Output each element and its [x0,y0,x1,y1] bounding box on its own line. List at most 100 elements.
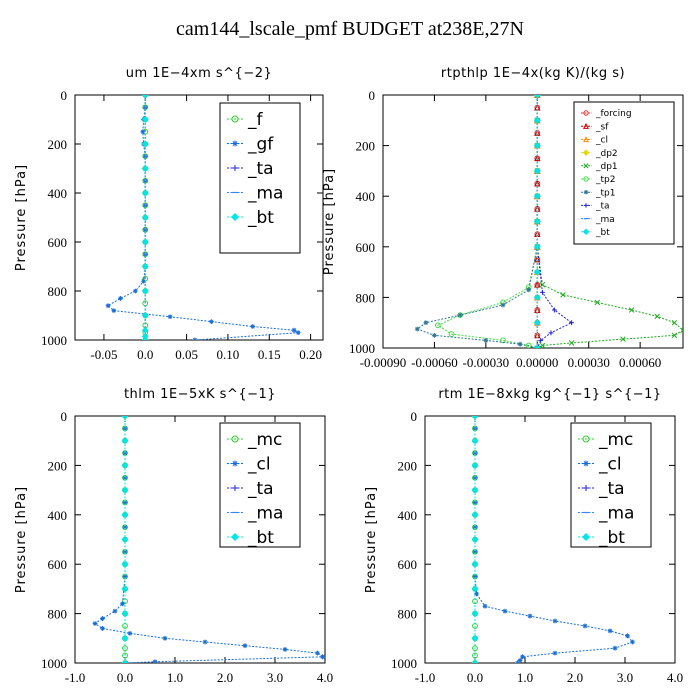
legend-box [219,102,301,254]
data-point [671,332,678,339]
x-tick-label: 1.0 [517,670,533,685]
x-tick-label: -0.00090 [360,355,407,370]
x-tick-label: 4.0 [667,670,683,685]
data-point [527,613,533,619]
x-tick-label: -1.0 [65,670,86,685]
data-point [315,650,320,656]
legend-marker [582,228,590,236]
legend-box [570,422,652,548]
data-point [122,549,128,555]
legend-label: _tp2 [595,175,615,185]
data-point [471,634,479,642]
data-point [552,618,558,624]
data-point [141,238,149,246]
data-point [517,341,523,347]
legend: _mc _cl _ta _ma _bt [219,422,301,548]
data-point [141,95,149,99]
chart-title: thlm 1E−5xK s^{−1} [124,387,276,402]
data-point [152,659,158,663]
series-line-gf [107,95,300,340]
data-point [471,486,479,494]
legend-label: _ta [247,159,274,179]
data-point [127,630,133,636]
data-point [471,511,479,519]
legend-label: _forcing [595,109,632,119]
y-tick-label: 600 [48,235,68,250]
chart-title: um 1E−4xm s^{−2} [126,66,273,81]
legend: _f _gf _ta _ma _bt [219,102,301,254]
data-point [100,626,105,631]
data-point [414,326,420,332]
x-tick-label: 0.05 [175,347,198,362]
y-tick-label: 0 [61,409,68,424]
x-tick-label: -1.0 [415,670,436,685]
legend-label: _f [247,110,264,130]
plot-frame [74,94,324,341]
data-point [112,608,118,614]
legend-marker [230,212,240,222]
data-point [121,536,129,543]
data-point [121,634,129,642]
data-point [457,312,463,318]
legend-label: _cl [595,136,608,146]
legend-label: _mc [598,430,633,450]
data-point [533,268,541,276]
data-point [533,95,541,99]
chart-title: rtpthlp 1E−4x(kg K)/(kg s) [441,66,625,81]
data-point [534,281,541,288]
data-point [192,337,198,340]
y-tick-label: 200 [48,458,68,473]
chart-panel-2: rtpthlp 1E−4x(kg K)/(kg s) Pressure [hPa]… [322,66,684,370]
data-point [568,340,575,346]
data-point [471,585,479,593]
data-point [482,603,488,609]
data-point [539,281,546,288]
data-point [520,654,525,660]
chart-panel-1: um 1E−4xm s^{−2} Pressure [hPa] 0 200 400 600… [14,66,324,362]
y-tick-label: 800 [48,607,68,622]
y-tick-label: 1000 [41,333,67,348]
data-point [209,319,214,325]
data-point [448,331,455,337]
data-point [320,654,325,660]
legend-marker [232,140,238,147]
data-point [472,450,478,456]
data-point [612,645,618,651]
x-tick-label: 2.0 [567,670,583,685]
data-point [471,461,479,469]
y-tick-label: 600 [48,557,68,572]
data-point [295,330,301,336]
data-point [533,167,541,175]
legend-label: _gf [247,134,274,154]
legend-box [573,101,675,245]
y-tick-label: 400 [48,508,68,523]
data-point [471,536,479,543]
data-point [538,338,544,343]
legend: _mc _cl _ta _ma _bt [570,422,652,548]
data-point [100,616,105,621]
data-point [533,293,541,301]
legend-marker [582,435,590,443]
y-axis-label: Pressure [hPa] [322,168,337,275]
plot-frame [74,415,326,664]
legend-label: _bt [595,228,610,238]
data-point [121,461,129,469]
data-point [105,303,111,309]
data-point [515,660,520,663]
legend-marker [232,460,238,467]
legend-label: _ta [598,479,625,499]
x-tick-label: -0.00060 [411,355,458,370]
plot-frame [424,415,676,664]
legend-marker [231,115,239,123]
data-point [167,314,173,320]
data-point [533,192,541,200]
y-tick-label: 0 [369,88,376,103]
x-tick-label: 4.0 [317,670,333,685]
data-point [680,327,683,334]
y-tick-label: 400 [398,508,418,523]
data-point [472,549,478,555]
y-tick-label: 600 [356,240,376,255]
data-point [111,308,117,313]
legend-label: _mc [247,430,282,450]
chart-panel-3: thlm 1E−5xK s^{−1} Pressure [hPa] 0 200 400 6… [14,387,333,685]
